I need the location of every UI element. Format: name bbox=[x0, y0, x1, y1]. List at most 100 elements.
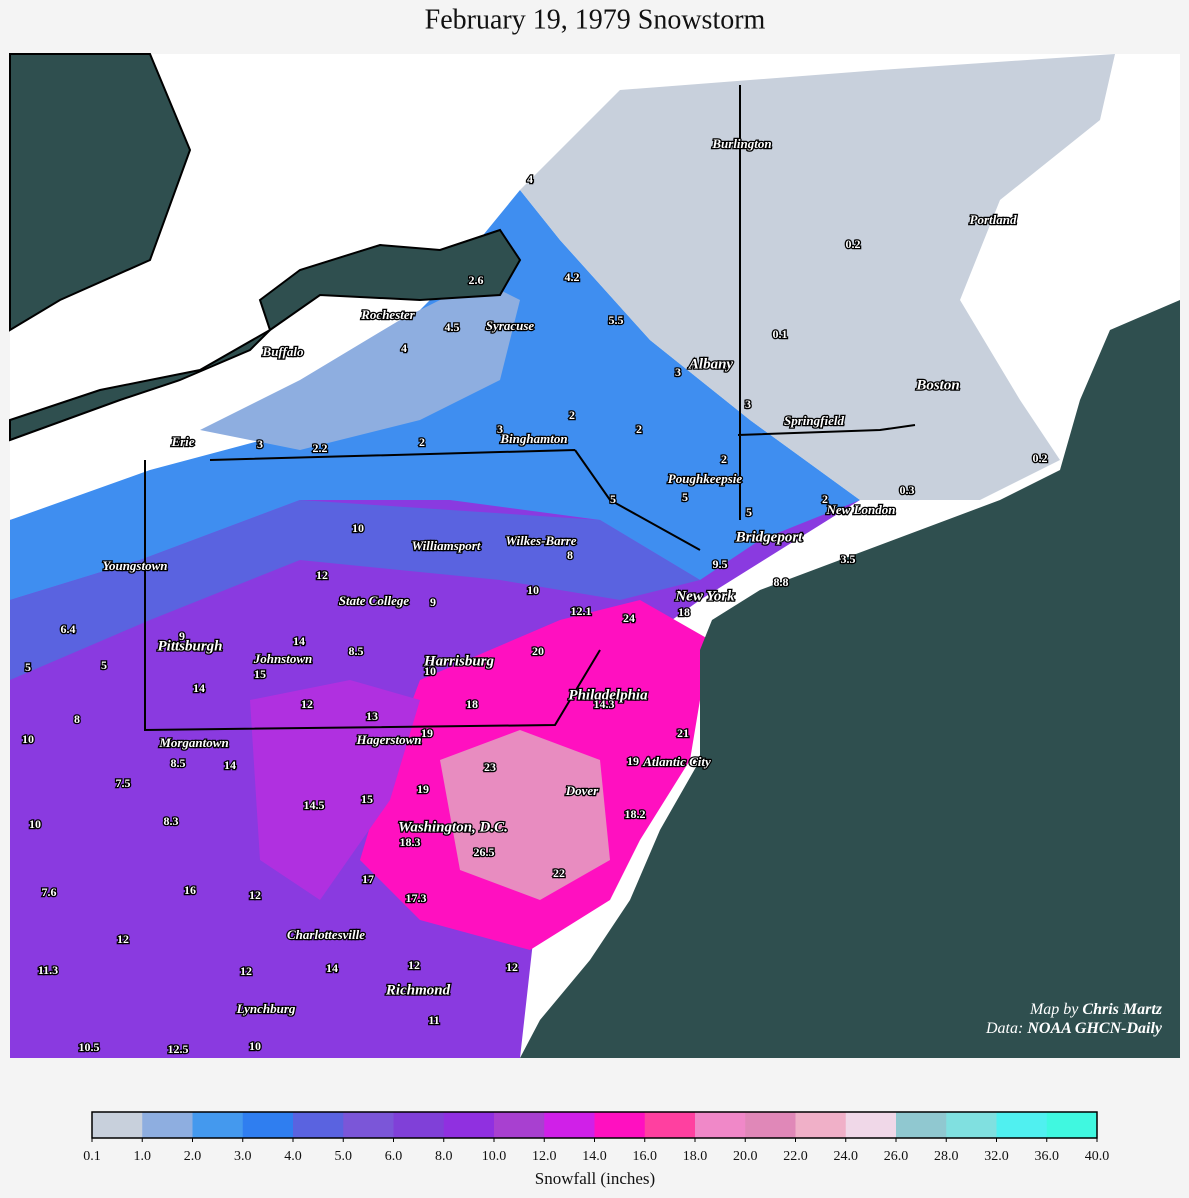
snowfall-value: 26.5 bbox=[474, 845, 495, 859]
snowfall-value: 18.2 bbox=[625, 807, 646, 821]
snowfall-value: 4 bbox=[401, 341, 407, 355]
snowfall-value: 15 bbox=[361, 792, 373, 806]
snowfall-value: 4.2 bbox=[565, 270, 580, 284]
snowfall-value: 17.3 bbox=[406, 891, 427, 905]
city-label: Poughkeepsie bbox=[668, 471, 743, 486]
colorbar-tick-label: 24.0 bbox=[834, 1149, 859, 1164]
credit-map-author: Chris Martz bbox=[1082, 1001, 1162, 1018]
colorbar-tick-label: 6.0 bbox=[385, 1149, 403, 1164]
ocean bbox=[520, 300, 1180, 1058]
city-label: Harrisburg bbox=[423, 653, 495, 669]
snowfall-value: 19 bbox=[421, 726, 433, 740]
snowfall-value: 2.2 bbox=[313, 441, 328, 455]
snowfall-value: 10.5 bbox=[79, 1040, 100, 1054]
snowfall-value: 14.3 bbox=[594, 697, 615, 711]
colorbar-tick-label: 0.1 bbox=[83, 1149, 101, 1164]
snowfall-value: 6.4 bbox=[61, 622, 76, 636]
city-label: Richmond bbox=[385, 982, 451, 998]
colorbar-bin bbox=[996, 1112, 1048, 1138]
credit-data-prefix: Data: bbox=[985, 1020, 1023, 1037]
snowfall-value: 13 bbox=[366, 709, 378, 723]
city-label: New London bbox=[826, 502, 896, 517]
snowfall-value: 12 bbox=[249, 888, 261, 902]
snowfall-value: 0.3 bbox=[900, 483, 915, 497]
city-label: Syracuse bbox=[486, 318, 535, 333]
city-label: Hagerstown bbox=[355, 732, 421, 747]
credit-data-source: NOAA GHCN-Daily bbox=[1026, 1020, 1163, 1037]
snowfall-value: 19 bbox=[627, 754, 639, 768]
land-violet bbox=[250, 680, 420, 900]
snowfall-value: 9 bbox=[430, 595, 436, 609]
colorbar-tick-label: 40.0 bbox=[1085, 1149, 1110, 1164]
colorbar-tick-label: 36.0 bbox=[1035, 1149, 1060, 1164]
snowfall-value: 19 bbox=[417, 782, 429, 796]
snowfall-value: 5.5 bbox=[609, 313, 624, 327]
colorbar-bin bbox=[242, 1112, 294, 1138]
city-label: Boston bbox=[915, 377, 959, 393]
snowfall-value: 8 bbox=[74, 712, 80, 726]
snowfall-value: 8 bbox=[567, 548, 573, 562]
snowfall-value: 10 bbox=[527, 583, 539, 597]
snowfall-value: 18 bbox=[678, 605, 690, 619]
city-label: Springfield bbox=[784, 413, 844, 428]
city-label: Erie bbox=[170, 434, 194, 449]
city-label: Williamsport bbox=[412, 538, 481, 553]
state-borders bbox=[144, 85, 916, 732]
city-label: Lynchburg bbox=[236, 1001, 296, 1016]
snowfall-value: 3 bbox=[257, 437, 263, 451]
city-label: Binghamton bbox=[499, 431, 567, 446]
colorbar-tick-label: 10.0 bbox=[482, 1149, 507, 1164]
land-gray bbox=[520, 54, 1115, 500]
city-label: Buffalo bbox=[262, 344, 304, 359]
snowfall-value: 4 bbox=[527, 172, 533, 186]
colorbar-bin bbox=[393, 1112, 445, 1138]
colorbar-tick-label: 5.0 bbox=[335, 1149, 353, 1164]
colorbar-bin bbox=[845, 1112, 897, 1138]
snowfall-value: 14 bbox=[193, 681, 205, 695]
snowfall-value: 3.5 bbox=[841, 552, 856, 566]
snowfall-value: 12 bbox=[506, 960, 518, 974]
snowfall-value: 5 bbox=[682, 490, 688, 504]
snowfall-value: 12 bbox=[301, 697, 313, 711]
city-label: State College bbox=[339, 593, 410, 608]
city-label: Burlington bbox=[711, 136, 771, 151]
colorbar-bin bbox=[644, 1112, 696, 1138]
colorbar-bin bbox=[695, 1112, 746, 1138]
snowfall-value: 3 bbox=[497, 422, 503, 436]
lake-huron bbox=[9, 53, 192, 332]
colorbar-tick-label: 1.0 bbox=[134, 1149, 152, 1164]
city-label: Charlottesville bbox=[287, 927, 365, 942]
snowfall-value: 20 bbox=[532, 644, 544, 658]
colorbar-tick-label: 4.0 bbox=[284, 1149, 302, 1164]
snowfall-value: 15 bbox=[254, 667, 266, 681]
colorbar-tick-label: 14.0 bbox=[582, 1149, 607, 1164]
lake-ontario bbox=[258, 228, 522, 332]
colorbar-bin bbox=[142, 1112, 193, 1138]
colorbar-tick-label: 22.0 bbox=[783, 1149, 808, 1164]
colorbar-bin bbox=[92, 1112, 143, 1138]
snowfall-value: 11.3 bbox=[38, 963, 58, 977]
city-label: Philadelphia bbox=[568, 687, 648, 703]
snowfall-value: 5 bbox=[610, 492, 616, 506]
snowfall-value: 11 bbox=[428, 1013, 439, 1027]
city-label: Portland bbox=[970, 212, 1017, 227]
colorbar-tick-label: 12.0 bbox=[532, 1149, 557, 1164]
colorbar-bin bbox=[293, 1112, 344, 1138]
snowfall-value: 12 bbox=[117, 932, 129, 946]
snowfall-value: 5 bbox=[101, 658, 107, 672]
city-label: Morgantown bbox=[158, 735, 228, 750]
colorbar-bin bbox=[745, 1112, 796, 1138]
snowfall-value: 10 bbox=[22, 732, 34, 746]
colorbar-tick-label: 3.0 bbox=[234, 1149, 252, 1164]
snowfall-value: 17 bbox=[362, 872, 374, 886]
land-pink bbox=[440, 730, 610, 900]
city-label: Johnstown bbox=[253, 651, 313, 666]
colorbar-bin bbox=[494, 1112, 545, 1138]
city-label: Albany bbox=[688, 356, 734, 372]
snowfall-value: 0.1 bbox=[773, 327, 788, 341]
colorbar-bin bbox=[343, 1112, 394, 1138]
snowfall-value: 12.1 bbox=[571, 604, 592, 618]
snowfall-value: 2.6 bbox=[469, 273, 484, 287]
city-label: Wilkes-Barre bbox=[505, 533, 576, 548]
colorbar: 0.1 1.0 2.0 3.0 4.0 5.0 6.0 8.0 10.0 12.0 14.0 16.0… bbox=[83, 1111, 1110, 1164]
